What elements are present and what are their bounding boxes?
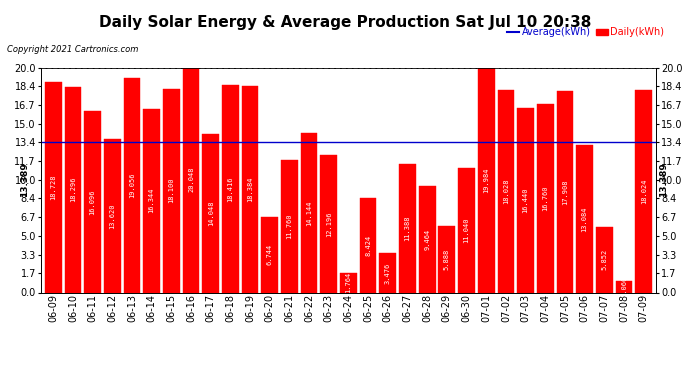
Bar <box>301 134 317 292</box>
Bar <box>124 78 140 292</box>
Bar <box>458 168 475 292</box>
Text: 11.760: 11.760 <box>286 214 293 239</box>
Text: 1.060: 1.060 <box>621 276 627 297</box>
Bar <box>222 86 239 292</box>
Text: 16.344: 16.344 <box>148 188 155 213</box>
Text: 18.728: 18.728 <box>50 174 56 200</box>
Text: 5.888: 5.888 <box>444 249 450 270</box>
Text: 5.852: 5.852 <box>601 249 607 270</box>
Bar <box>576 145 593 292</box>
Bar <box>45 82 61 292</box>
Text: 11.040: 11.040 <box>464 217 470 243</box>
Bar <box>163 89 179 292</box>
Bar <box>262 217 278 292</box>
Bar <box>635 90 652 292</box>
Text: Copyright 2021 Cartronics.com: Copyright 2021 Cartronics.com <box>7 45 138 54</box>
Bar <box>144 109 160 292</box>
Text: 13.389: 13.389 <box>19 163 29 197</box>
Text: 19.056: 19.056 <box>129 172 135 198</box>
Text: 18.028: 18.028 <box>503 178 509 204</box>
Bar <box>202 135 219 292</box>
Text: 13.084: 13.084 <box>582 206 588 232</box>
Text: 18.296: 18.296 <box>70 177 76 203</box>
Text: Daily Solar Energy & Average Production Sat Jul 10 20:38: Daily Solar Energy & Average Production … <box>99 15 591 30</box>
Text: 12.196: 12.196 <box>326 211 332 237</box>
Text: 9.464: 9.464 <box>424 229 430 250</box>
Bar <box>281 160 298 292</box>
Text: 20.048: 20.048 <box>188 167 194 192</box>
Text: 11.388: 11.388 <box>404 216 411 241</box>
Bar <box>537 104 553 292</box>
Text: 1.764: 1.764 <box>346 272 351 293</box>
Text: 16.760: 16.760 <box>542 186 549 211</box>
Bar <box>84 111 101 292</box>
Text: 18.024: 18.024 <box>641 178 647 204</box>
Text: 17.908: 17.908 <box>562 179 568 204</box>
Bar <box>419 186 435 292</box>
Bar <box>557 91 573 292</box>
Text: 18.416: 18.416 <box>227 176 233 202</box>
Bar <box>320 155 337 292</box>
Text: 16.440: 16.440 <box>522 187 529 213</box>
Bar <box>359 198 377 292</box>
Bar <box>340 273 357 292</box>
Bar <box>65 87 81 292</box>
Text: 13.620: 13.620 <box>109 203 115 229</box>
Text: 18.100: 18.100 <box>168 178 175 203</box>
Text: 14.048: 14.048 <box>208 201 214 226</box>
Legend: Average(kWh), Daily(kWh): Average(kWh), Daily(kWh) <box>507 27 664 38</box>
Bar <box>497 90 514 292</box>
Text: 3.476: 3.476 <box>385 262 391 284</box>
Text: 16.096: 16.096 <box>90 189 96 215</box>
Bar <box>399 164 416 292</box>
Bar <box>596 226 613 292</box>
Bar <box>478 68 495 292</box>
Text: 19.984: 19.984 <box>483 167 489 193</box>
Text: 18.384: 18.384 <box>247 176 253 202</box>
Bar <box>615 280 632 292</box>
Text: 13.389: 13.389 <box>659 163 669 197</box>
Bar <box>183 67 199 292</box>
Bar <box>241 86 258 292</box>
Bar <box>439 226 455 292</box>
Bar <box>380 254 396 292</box>
Text: 8.424: 8.424 <box>365 234 371 256</box>
Text: 6.744: 6.744 <box>267 244 273 265</box>
Bar <box>104 139 121 292</box>
Bar <box>518 108 534 292</box>
Text: 14.144: 14.144 <box>306 200 312 226</box>
